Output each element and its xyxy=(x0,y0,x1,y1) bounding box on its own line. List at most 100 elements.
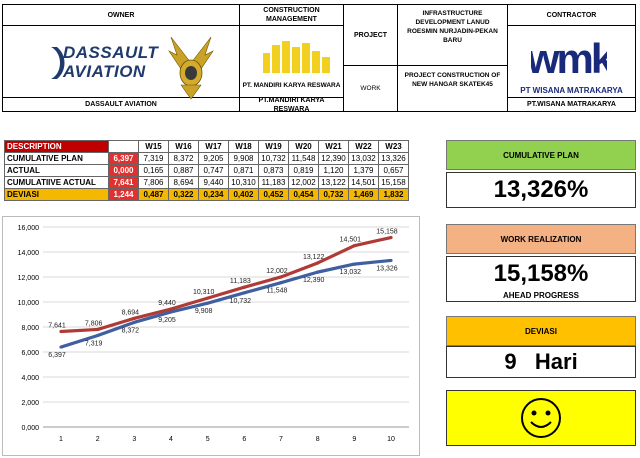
data-label: 9,205 xyxy=(158,317,176,324)
contractor-label: CONTRACTOR xyxy=(546,11,597,19)
table-cell: 9,908 xyxy=(228,152,259,165)
wmk-logo-text: wmk xyxy=(531,35,607,79)
data-point xyxy=(169,310,173,314)
table-header-cell: W15 xyxy=(138,140,169,153)
table-row-deviasi: DEVIASI 1,244 0,487 0,322 0,234 0,402 0,… xyxy=(4,188,409,201)
data-point xyxy=(96,333,100,338)
row-label: CUMULATIIVE ACTUAL xyxy=(4,176,109,189)
table-cell: 1,120 xyxy=(318,164,349,177)
status-smiley-panel xyxy=(446,390,636,446)
data-point xyxy=(279,275,283,279)
contractor-name: PT.WISANA MATRAKARYA xyxy=(527,101,616,108)
table-row: CUMULATIIVE ACTUAL 7,641 7,806 8,694 9,4… xyxy=(4,176,409,189)
y-tick-label: 4,000 xyxy=(21,375,39,382)
s-curve-chart: 0,000 2,000 4,000 6,000 8,000 10,000 12,000 14,… xyxy=(2,216,420,456)
data-point xyxy=(316,261,320,265)
series-line xyxy=(60,235,392,334)
project-work-values: INFRASTRUCTURE DEVELOPMENT LANUD ROESMIN… xyxy=(398,5,508,111)
table-cell: 0,234 xyxy=(198,188,229,201)
cm-label: CONSTRUCTION MANAGEMENT xyxy=(263,7,320,23)
data-point xyxy=(206,296,210,300)
data-label: 11,183 xyxy=(230,278,251,285)
table-header-cell: W16 xyxy=(168,140,199,153)
work-label: WORK xyxy=(360,85,381,92)
x-tick-label: 6 xyxy=(242,436,246,443)
data-point xyxy=(206,301,210,305)
construction-management-column: CONSTRUCTION MANAGEMENT PT. MANDIRI KARY… xyxy=(240,5,344,113)
project-label: PROJECT xyxy=(353,31,388,39)
x-tick-label: 5 xyxy=(206,436,210,443)
y-tick-label: 12,000 xyxy=(18,275,40,282)
data-label: 13,326 xyxy=(376,265,398,272)
x-tick-label: 8 xyxy=(316,436,320,443)
contractor-logo-caption: PT WISANA MATRAKARYA xyxy=(520,85,623,95)
row-label: ACTUAL xyxy=(4,164,109,177)
data-label: 13,032 xyxy=(340,269,362,276)
work-realization-value: 15,158% xyxy=(446,256,636,290)
table-cell: 1,244 xyxy=(108,188,139,201)
data-point xyxy=(59,329,63,334)
data-point xyxy=(242,285,246,289)
x-tick-label: 2 xyxy=(96,436,100,443)
cm-name: PT.MANDIRI KARYA RESWARA xyxy=(258,96,325,113)
data-point xyxy=(242,291,246,295)
table-header-cell: W22 xyxy=(348,140,379,153)
data-label: 6,397 xyxy=(48,352,66,359)
data-point xyxy=(59,345,63,349)
table-cell: 12,002 xyxy=(288,176,319,189)
y-tick-label: 8,000 xyxy=(21,325,39,332)
table-cell: 10,310 xyxy=(228,176,259,189)
cm-logo-caption: PT. MANDIRI KARYA RESWARA xyxy=(242,81,341,89)
data-point xyxy=(316,270,320,274)
y-tick-label: 10,000 xyxy=(18,300,40,307)
table-cell: 9,205 xyxy=(198,152,229,165)
table-header-cell: W19 xyxy=(258,140,289,153)
data-point xyxy=(96,327,100,332)
dassault-swoosh-icon xyxy=(51,47,65,79)
table-header-cell: DESCRIPTION xyxy=(4,140,109,153)
work-realization-title: WORK REALIZATION xyxy=(446,224,636,254)
contractor-column: CONTRACTOR PT WISANA MATRAKARYA PT.WISAN… xyxy=(508,5,635,111)
table-cell: 11,183 xyxy=(258,176,289,189)
data-label: 7,806 xyxy=(85,320,103,327)
table-cell: 0,819 xyxy=(288,164,319,177)
data-label: 10,310 xyxy=(193,289,215,296)
progress-table: DESCRIPTION W14 W15 W16 W17 W18 W19 W20 … xyxy=(4,140,409,201)
data-label: 12,390 xyxy=(303,277,325,284)
data-label: 15,158 xyxy=(376,229,398,236)
data-label: 8,372 xyxy=(122,327,140,334)
data-point xyxy=(352,262,356,266)
data-label: 11,548 xyxy=(267,288,288,295)
project-work-labels: PROJECT WORK xyxy=(344,5,398,111)
table-cell: 14,501 xyxy=(348,176,379,189)
table-header-cell: W21 xyxy=(318,140,349,153)
table-cell: 1,832 xyxy=(378,188,409,201)
table-header-cell: W23 xyxy=(378,140,409,153)
data-label: 13,122 xyxy=(303,254,325,261)
data-point xyxy=(352,244,356,248)
owner-label: OWNER xyxy=(107,11,135,19)
mandiri-buildings-logo-icon xyxy=(263,41,330,73)
data-label: 8,694 xyxy=(122,309,140,316)
data-point xyxy=(389,258,393,263)
cumulative-plan-title: CUMULATIVE PLAN xyxy=(446,140,636,170)
deviasi-value: 9 Hari xyxy=(446,346,636,378)
y-tick-label: 16,000 xyxy=(18,225,40,232)
x-tick-label: 1 xyxy=(59,436,63,443)
table-cell: 1,379 xyxy=(348,164,379,177)
series-line xyxy=(60,258,392,349)
smiley-face-icon xyxy=(521,398,561,438)
table-cell: 7,319 xyxy=(138,152,169,165)
table-cell: 6,397 xyxy=(108,152,139,165)
table-cell: 0,871 xyxy=(228,164,259,177)
table-header-cell: W17 xyxy=(198,140,229,153)
x-tick-label: 4 xyxy=(169,436,173,443)
data-point xyxy=(132,320,136,324)
table-cell: 0,747 xyxy=(198,164,229,177)
row-label: DEVIASI xyxy=(4,188,109,201)
table-cell: 10,732 xyxy=(258,152,289,165)
data-point xyxy=(132,316,136,320)
table-cell: 13,326 xyxy=(378,152,409,165)
data-label: 10,732 xyxy=(230,298,252,305)
table-header-cell: W20 xyxy=(288,140,319,153)
